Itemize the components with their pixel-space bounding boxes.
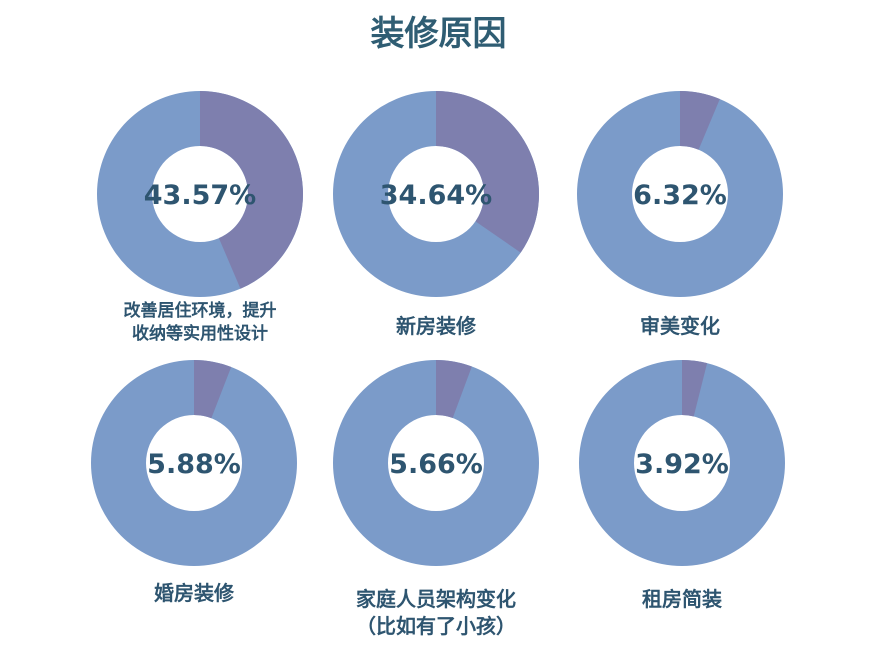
donut-segment	[680, 91, 720, 150]
donut-segment	[436, 360, 472, 419]
donut-segment	[682, 359, 708, 417]
category-label: 婚房装修	[154, 581, 234, 605]
category-label: 租房简装	[642, 587, 722, 611]
donut-ring	[333, 360, 539, 566]
donut-segment	[194, 360, 232, 419]
donut-ring	[91, 360, 297, 566]
value-label: 5.66%	[389, 449, 483, 480]
value-label: 34.64%	[380, 180, 492, 211]
value-label: 43.57%	[144, 180, 256, 211]
category-label: 新房装修	[396, 314, 476, 338]
donut-ring	[579, 360, 785, 566]
donut-segment	[436, 90, 540, 253]
donut-ring	[577, 91, 783, 297]
page-title: 装修原因	[370, 14, 507, 54]
value-label: 3.92%	[635, 449, 729, 480]
donut-segment	[200, 91, 304, 289]
value-label: 6.32%	[633, 180, 727, 211]
category-label: 家庭人员架构变化 （比如有了小孩）	[356, 587, 516, 638]
value-label: 5.88%	[147, 449, 241, 480]
category-label: 改善居住环境，提升 收纳等实用性设计	[123, 301, 277, 344]
category-label: 审美变化	[640, 314, 720, 338]
